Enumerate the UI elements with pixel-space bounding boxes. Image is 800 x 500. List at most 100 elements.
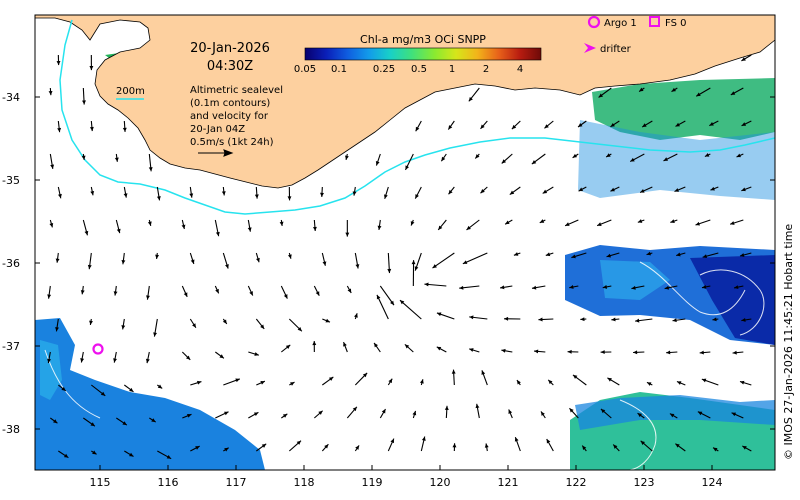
- australia-coast-land: [35, 15, 775, 189]
- velocity-arrow: [189, 252, 195, 265]
- velocity-arrow: [712, 447, 719, 452]
- velocity-arrow: [222, 318, 228, 325]
- velocity-arrow: [248, 351, 259, 356]
- velocity-arrow: [501, 348, 513, 353]
- velocity-arrow: [352, 186, 357, 196]
- velocity-arrow: [354, 252, 360, 269]
- velocity-arrow: [55, 318, 59, 332]
- velocity-arrow: [741, 54, 752, 62]
- velocity-arrow: [49, 219, 54, 228]
- velocity-arrow: [697, 411, 711, 419]
- velocity-arrow: [122, 120, 127, 132]
- velocity-arrow: [90, 186, 95, 196]
- velocity-arrow: [223, 447, 229, 452]
- velocity-arrow: [607, 377, 620, 386]
- chl-swath-east-upper: [592, 78, 775, 140]
- velocity-arrow: [600, 408, 612, 419]
- velocity-arrow: [312, 341, 317, 353]
- chl-swath-east-upper-blue: [578, 120, 775, 200]
- velocity-arrow: [420, 436, 426, 452]
- velocity-arrow: [474, 153, 480, 159]
- velocity-arrow: [48, 87, 53, 96]
- velocity-arrow: [387, 438, 395, 452]
- velocity-arrow: [121, 318, 126, 330]
- velocity-arrow: [633, 350, 645, 355]
- description-line: and velocity for: [190, 111, 269, 122]
- velocity-arrow: [481, 370, 488, 386]
- velocity-arrow: [387, 378, 393, 386]
- velocity-arrow: [641, 120, 653, 128]
- velocity-description: Altimetric sealevel (0.1m contours) and …: [190, 85, 283, 157]
- velocity-arrow: [414, 186, 422, 199]
- velocity-arrow: [155, 252, 160, 260]
- lon-tick-label: 116: [158, 476, 179, 489]
- chl-swath-southeast-blue: [575, 395, 775, 430]
- contour-scale-label: 200m: [116, 86, 145, 97]
- velocity-arrow: [511, 120, 521, 130]
- velocity-arrow: [730, 87, 744, 96]
- velocity-arrow: [83, 417, 96, 427]
- velocity-arrow: [676, 252, 686, 257]
- velocity-arrow: [214, 285, 220, 294]
- velocity-arrow: [637, 219, 645, 223]
- map-time: 04:30Z: [207, 59, 253, 74]
- velocity-arrow: [569, 407, 579, 419]
- fs-legend-icon: [649, 16, 660, 27]
- velocity-arrow: [606, 252, 620, 258]
- velocity-arrow: [672, 318, 686, 323]
- velocity-arrow: [256, 443, 267, 452]
- velocity-arrow: [419, 379, 424, 386]
- velocity-arrow: [113, 285, 118, 296]
- velocity-arrow: [671, 87, 678, 93]
- velocity-arrow: [181, 219, 186, 230]
- velocity-arrow: [666, 350, 678, 355]
- velocity-arrow: [452, 443, 457, 452]
- velocity-arrow: [539, 219, 546, 224]
- velocity-arrow: [731, 412, 744, 419]
- velocity-arrow: [504, 316, 521, 321]
- velocity-arrow: [629, 153, 645, 163]
- velocity-arrow: [469, 315, 488, 320]
- velocity-arrow: [578, 186, 587, 192]
- velocity-arrow: [312, 219, 317, 232]
- velocity-arrow: [415, 120, 422, 132]
- velocity-arrow: [542, 186, 554, 194]
- lon-tick-label: 124: [702, 476, 723, 489]
- latitude-axis: -34 -35 -36 -37 -38: [2, 91, 775, 436]
- velocity-arrow: [181, 351, 191, 361]
- velocity-arrow: [148, 153, 153, 172]
- velocity-arrow: [114, 153, 119, 162]
- lon-tick-label: 118: [294, 476, 315, 489]
- velocity-arrow: [87, 252, 92, 270]
- velocity-arrow: [736, 153, 744, 158]
- velocity-arrow: [580, 317, 587, 322]
- velocity-arrow: [221, 186, 226, 196]
- velocity-arrow: [247, 219, 252, 232]
- velocity-arrow: [89, 318, 93, 326]
- velocity-arrow: [436, 346, 447, 353]
- velocity-arrow: [469, 348, 480, 353]
- velocity-arrow: [320, 186, 324, 197]
- velocity-arrow: [567, 349, 579, 354]
- velocity-arrow: [639, 186, 653, 193]
- velocity-arrow: [695, 219, 711, 226]
- velocity-arrow: [709, 120, 719, 127]
- velocity-arrow: [572, 153, 579, 159]
- velocity-arrow: [189, 318, 197, 329]
- velocity-arrow: [701, 378, 719, 386]
- velocity-arrow: [414, 252, 422, 271]
- velocity-arrow: [343, 341, 348, 353]
- description-line: 0.5m/s (1kt 24h): [190, 137, 274, 148]
- lat-tick-label: -35: [2, 174, 20, 187]
- colorbar-tick: 0.25: [373, 64, 395, 75]
- velocity-arrow: [741, 120, 752, 127]
- velocity-arrow: [181, 285, 188, 298]
- velocity-arrow: [611, 317, 620, 322]
- velocity-arrow: [313, 410, 324, 419]
- velocity-arrow: [459, 285, 480, 290]
- velocity-arrow: [634, 318, 653, 323]
- chl-swath-southwest: [35, 318, 265, 470]
- colorbar-tick: 4: [517, 64, 523, 75]
- velocity-arrow: [447, 120, 455, 130]
